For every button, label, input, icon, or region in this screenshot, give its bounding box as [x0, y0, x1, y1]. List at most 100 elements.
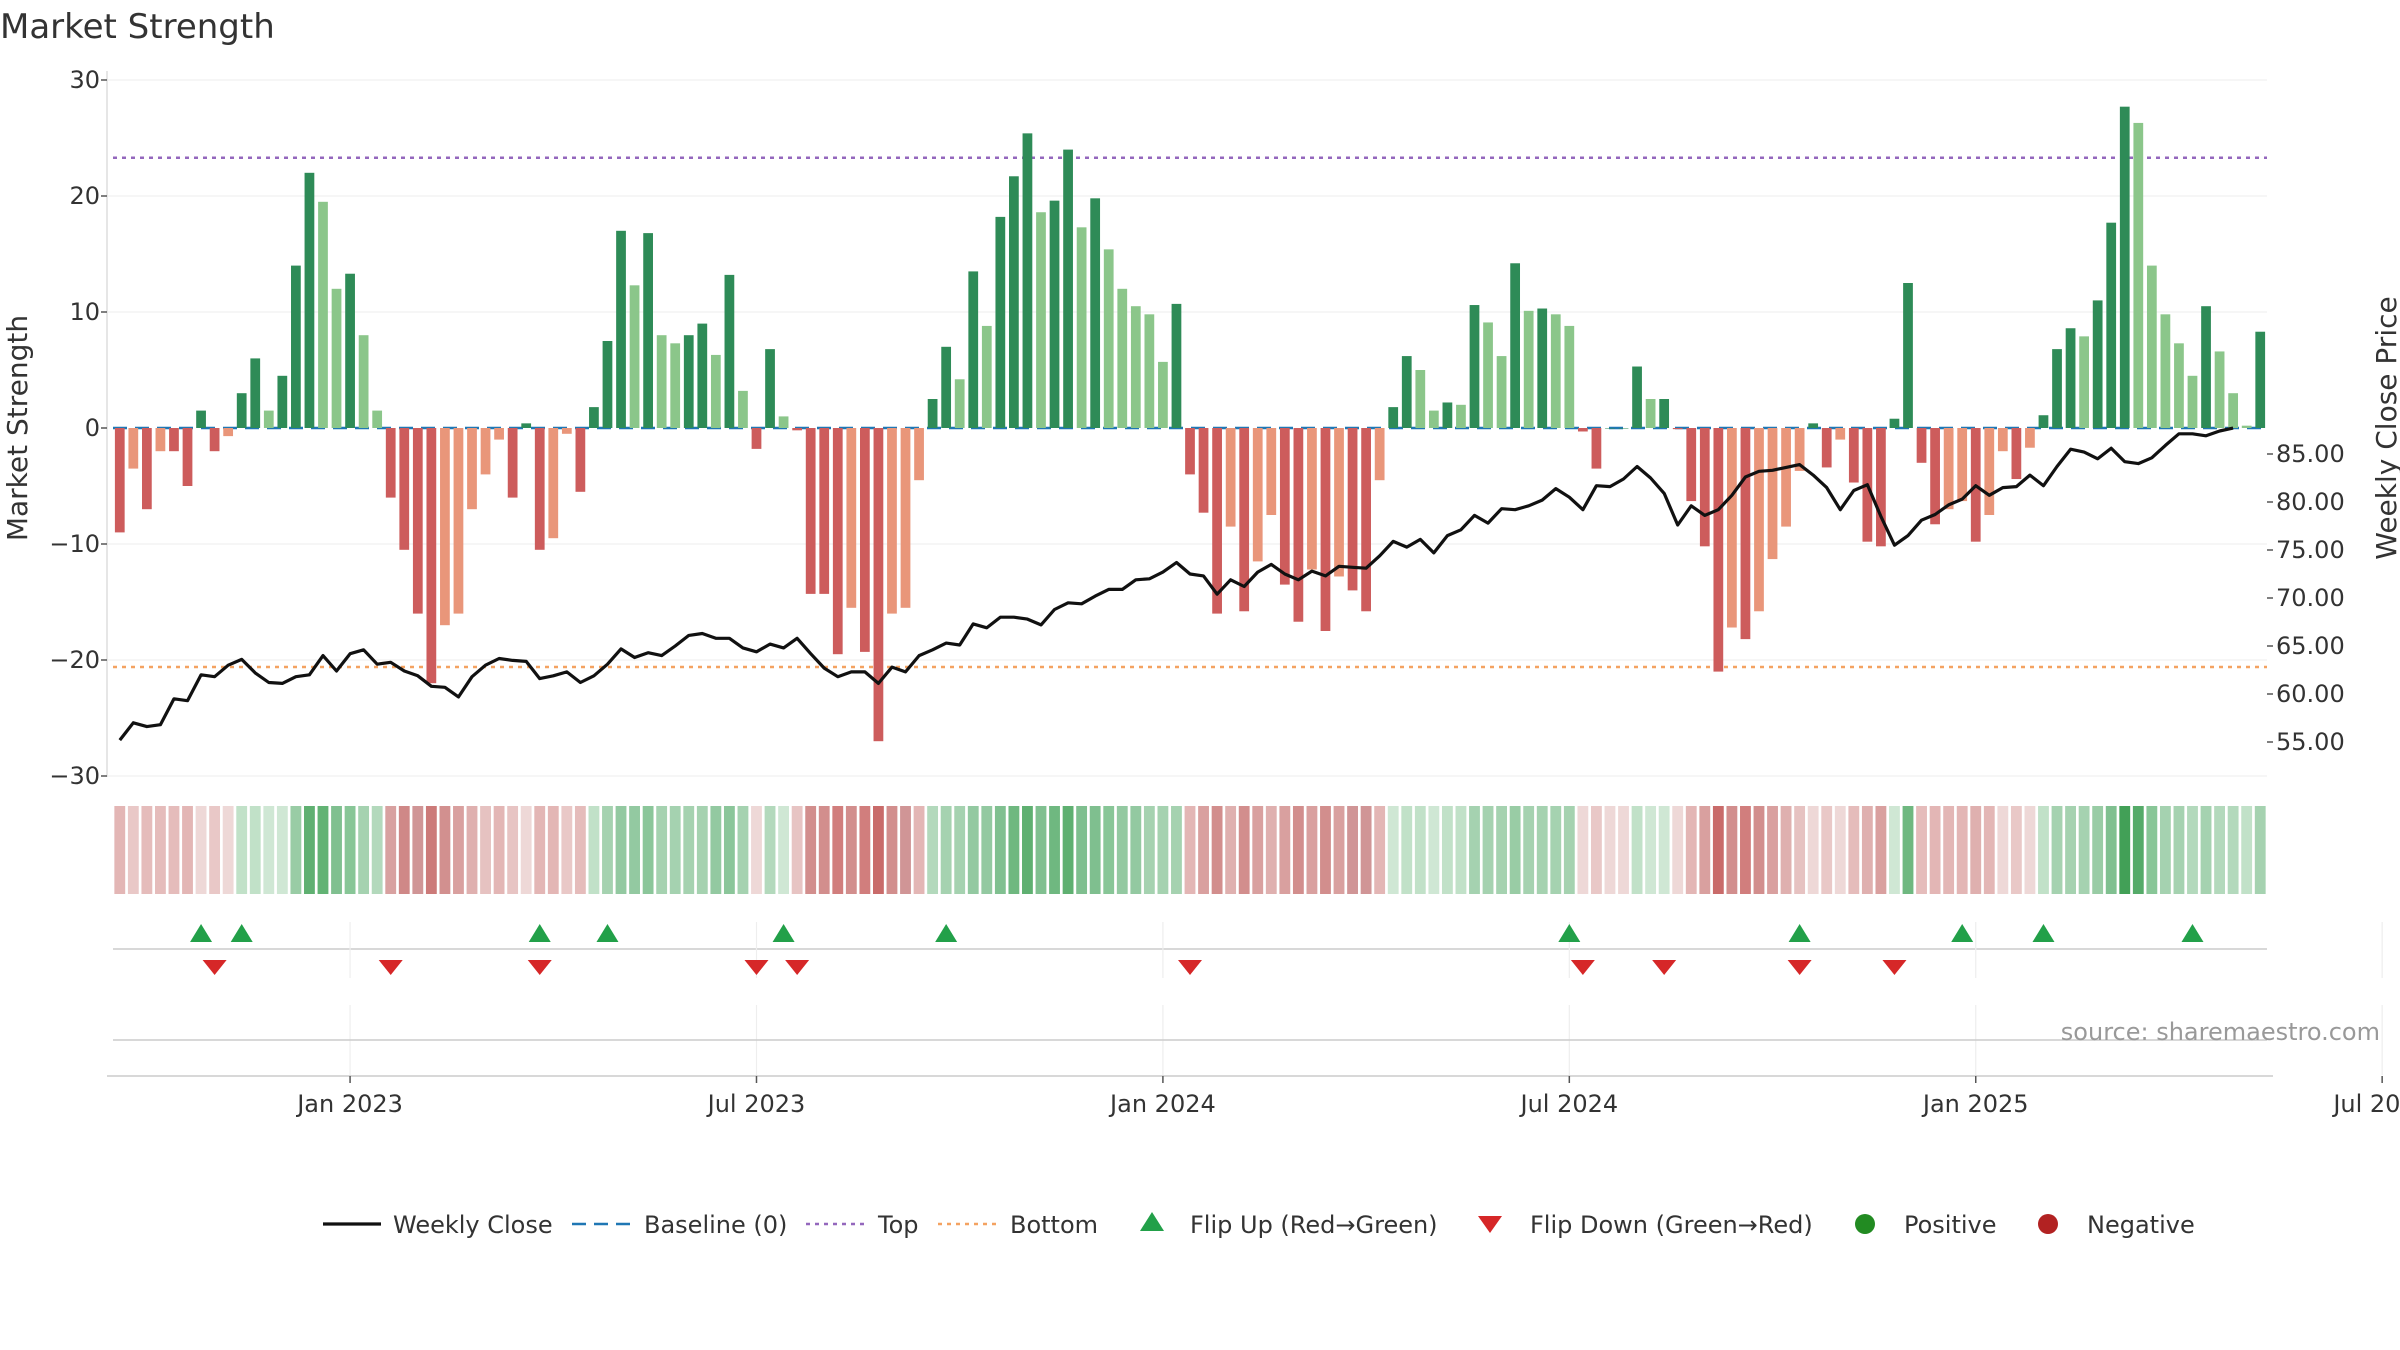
strength-bar	[1063, 149, 1073, 428]
strength-bar	[1550, 314, 1561, 428]
legend-label-top: Top	[877, 1211, 919, 1239]
heat-cell	[2065, 806, 2076, 894]
heat-cell	[778, 806, 790, 894]
strength-bar	[643, 233, 653, 428]
legend-swatch-flip-down	[1478, 1216, 1502, 1233]
heat-cell	[1184, 806, 1196, 894]
heat-cell	[1699, 806, 1711, 894]
legend-label-negative: Negative	[2087, 1211, 2195, 1239]
heat-cell	[1929, 806, 1941, 894]
strength-bar	[114, 428, 125, 533]
strength-bar	[1835, 428, 1846, 440]
legend-swatch-positive	[1855, 1214, 1875, 1234]
strength-bar	[873, 428, 884, 742]
heat-cell	[1523, 806, 1535, 894]
heat-cell	[1889, 806, 1900, 894]
strength-bar	[1957, 428, 1968, 502]
strength-bar	[778, 416, 789, 428]
strength-bar	[1076, 227, 1087, 428]
strength-bar	[1130, 306, 1141, 428]
heat-cell	[1116, 806, 1128, 894]
flip-down-marker	[202, 960, 227, 975]
heat-cell	[1387, 806, 1399, 894]
heat-cell	[1618, 806, 1629, 894]
heat-cell	[1590, 806, 1602, 894]
heat-cell	[1171, 806, 1182, 894]
strength-bars	[114, 106, 2266, 742]
strength-bar	[2025, 428, 2035, 448]
strength-bar	[426, 428, 437, 684]
strength-bar	[534, 428, 545, 550]
strength-bar	[480, 428, 491, 475]
legend-label-weekly-close: Weekly Close	[393, 1211, 553, 1239]
heat-cell	[385, 806, 397, 894]
heat-cell	[710, 806, 722, 894]
heat-cell	[480, 806, 491, 894]
heat-cell	[1848, 806, 1860, 894]
strength-bar	[277, 375, 288, 428]
heat-cell	[1076, 806, 1088, 894]
x-tick-label: Jul 2025	[2331, 1090, 2400, 1118]
heat-cell	[1428, 806, 1440, 894]
strength-bar	[629, 285, 640, 428]
strength-bar	[724, 274, 735, 428]
heat-cell	[2105, 806, 2117, 894]
strength-bar	[1158, 361, 1168, 428]
legend-item-weekly-close: Weekly Close	[323, 1211, 553, 1239]
legend-item-baseline: Baseline (0)	[572, 1211, 787, 1239]
heat-cell	[331, 806, 342, 894]
strength-bar	[521, 423, 532, 428]
flip-up-marker	[230, 924, 253, 942]
flip-down-marker	[744, 960, 769, 975]
strength-bar	[656, 335, 667, 428]
strength-bar	[1442, 402, 1453, 428]
chart-title: Market Strength	[0, 7, 275, 47]
strength-bar	[1279, 428, 1290, 585]
y-left-tick-label: 10	[69, 298, 100, 326]
heat-cell	[1997, 806, 2009, 894]
heat-cell	[1306, 806, 1318, 894]
heat-cell	[2146, 806, 2158, 894]
heat-cell	[127, 806, 139, 894]
strength-bar	[453, 428, 464, 614]
strength-bar	[2160, 314, 2171, 428]
x-tick-label: Jul 2023	[706, 1090, 806, 1118]
flip-up-marker	[1788, 924, 1811, 942]
heat-cell	[2159, 806, 2171, 894]
heat-cell	[1455, 806, 1467, 894]
heat-cell	[629, 806, 640, 894]
strength-bar	[1889, 418, 1900, 428]
y-left-tick-label: 20	[69, 182, 100, 210]
strength-bar	[1984, 428, 1995, 515]
y-right-tick-label: 80.00	[2276, 488, 2345, 516]
heat-cell	[2241, 806, 2253, 894]
heat-cell	[1780, 806, 1792, 894]
strength-bar	[548, 428, 559, 539]
heat-cell	[1130, 806, 1142, 894]
strength-bar	[467, 428, 477, 510]
strength-bar	[1794, 428, 1805, 471]
strength-bar	[2146, 265, 2157, 428]
strength-bar	[1144, 314, 1155, 428]
strength-bar	[507, 428, 518, 498]
strength-bar	[1320, 428, 1331, 631]
strength-bar	[1456, 404, 1466, 428]
strength-bar	[1781, 428, 1791, 527]
strength-bar	[1577, 428, 1588, 432]
strength-bar	[1591, 428, 1602, 469]
strength-bar	[846, 428, 857, 608]
heat-cell	[994, 806, 1006, 894]
heat-cell	[141, 806, 153, 894]
strength-bar	[1103, 249, 1114, 428]
strength-bar	[372, 410, 383, 428]
strength-bar	[223, 428, 234, 437]
strength-bar	[954, 379, 965, 428]
strength-bar	[1293, 428, 1304, 622]
heat-cell	[2038, 806, 2049, 894]
strength-bar	[1090, 198, 1101, 428]
weekly-close-line-layer	[118, 426, 2234, 742]
heat-cell	[466, 806, 478, 894]
legend-item-flip-up: Flip Up (Red→Green)	[1140, 1211, 1438, 1239]
strength-bar	[304, 172, 315, 428]
